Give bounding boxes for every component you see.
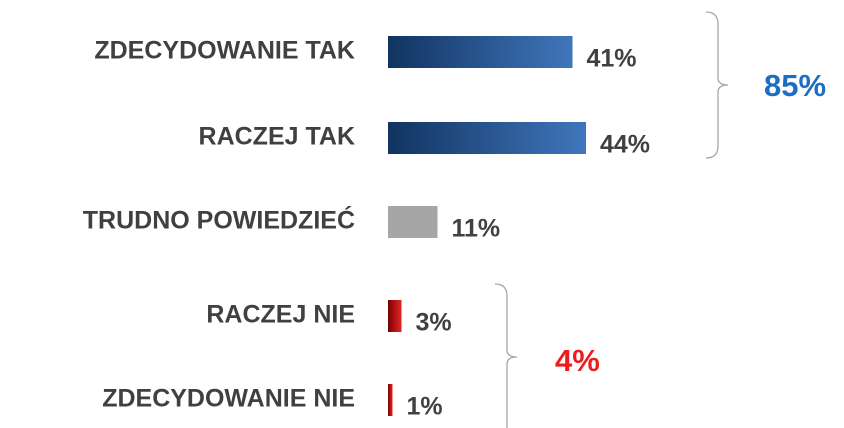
bracket (494, 283, 518, 428)
bracket (705, 11, 729, 159)
bar (388, 206, 438, 238)
annotation: 85% (764, 68, 826, 103)
bar (388, 300, 402, 332)
category-label: ZDECYDOWANIE TAK (94, 37, 355, 65)
value-label: 41% (587, 45, 637, 73)
category-label: RACZEJ TAK (199, 123, 355, 151)
category-label: TRUDNO POWIEDZIEĆ (83, 205, 355, 235)
bar (388, 122, 586, 154)
bar (388, 36, 573, 68)
bar (388, 384, 393, 416)
annotation: 4% (555, 343, 600, 378)
value-label: 1% (407, 393, 443, 421)
value-label: 3% (416, 309, 452, 337)
value-label: 44% (600, 131, 650, 159)
value-label: 11% (452, 215, 501, 243)
category-label: RACZEJ NIE (206, 301, 355, 329)
category-label: ZDECYDOWANIE NIE (102, 385, 355, 413)
